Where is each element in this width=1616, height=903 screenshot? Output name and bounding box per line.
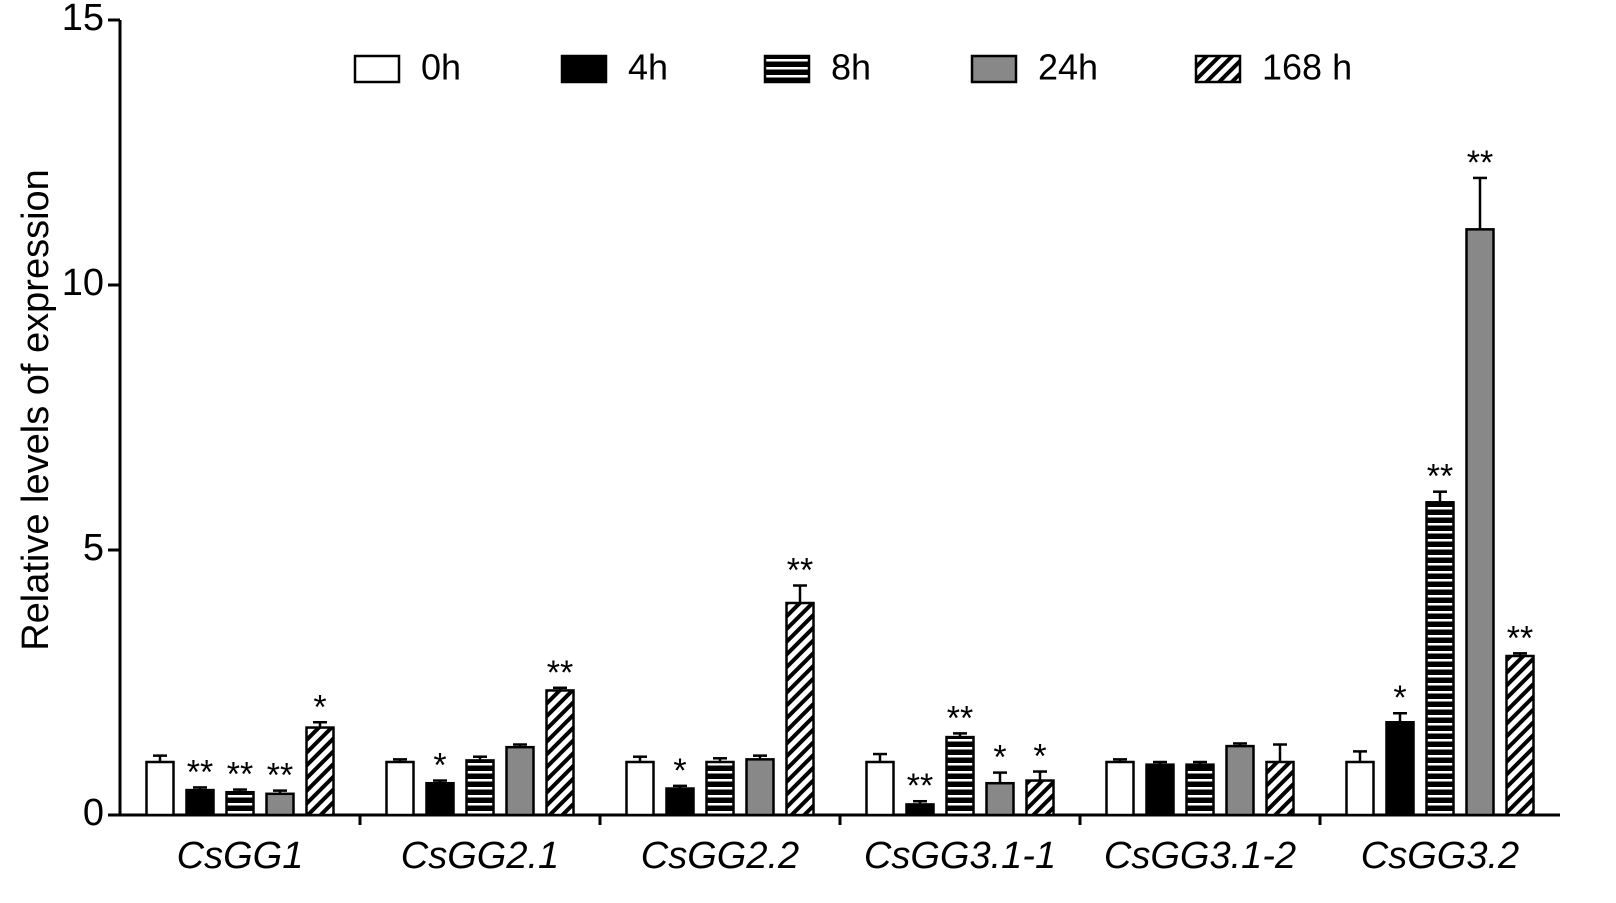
bar xyxy=(625,760,655,817)
significance-label: * xyxy=(1393,679,1406,717)
bar xyxy=(305,726,335,817)
bar xyxy=(425,781,455,817)
x-tick-label: CsGG3.1-2 xyxy=(1104,835,1296,877)
bar xyxy=(545,689,575,817)
bar xyxy=(265,792,295,817)
x-tick-label: CsGG1 xyxy=(177,835,304,877)
legend-swatch xyxy=(1194,54,1242,84)
significance-label: ** xyxy=(1507,619,1533,657)
y-tick-label: 5 xyxy=(83,527,104,569)
legend-label: 24h xyxy=(1038,47,1098,88)
y-tick-label: 0 xyxy=(83,792,104,834)
bar xyxy=(1265,760,1295,817)
legend-label: 168 h xyxy=(1262,47,1352,88)
bar xyxy=(1025,779,1055,817)
y-tick-label: 15 xyxy=(62,0,104,39)
legend-swatch xyxy=(763,54,811,84)
bar xyxy=(865,760,895,817)
bar xyxy=(1105,760,1135,817)
bar xyxy=(745,758,775,817)
significance-label: * xyxy=(1033,738,1046,776)
bar xyxy=(1345,760,1375,817)
significance-label: * xyxy=(673,752,686,790)
y-tick-label: 10 xyxy=(62,262,104,304)
legend-label: 8h xyxy=(831,47,871,88)
x-tick-label: CsGG3.1-1 xyxy=(864,835,1056,877)
significance-label: ** xyxy=(227,756,253,794)
y-axis-label: Relative levels of expression xyxy=(15,169,57,651)
significance-label: ** xyxy=(267,757,293,795)
bar xyxy=(465,759,495,817)
significance-label: ** xyxy=(1467,144,1493,182)
significance-label: * xyxy=(993,739,1006,777)
significance-label: ** xyxy=(907,767,933,805)
significance-label: ** xyxy=(1427,458,1453,496)
x-tick-label: CsGG2.2 xyxy=(641,835,799,877)
bar xyxy=(185,788,215,817)
bar xyxy=(905,803,935,817)
bar xyxy=(785,601,815,817)
significance-label: * xyxy=(433,747,446,785)
bar xyxy=(145,760,175,817)
significance-label: ** xyxy=(947,699,973,737)
bar xyxy=(505,745,535,817)
bar xyxy=(1505,654,1535,817)
bar xyxy=(1145,763,1175,817)
legend-swatch xyxy=(353,54,401,84)
bar xyxy=(225,790,255,817)
significance-label: ** xyxy=(547,654,573,692)
legend-label: 4h xyxy=(628,47,668,88)
significance-label: ** xyxy=(187,753,213,791)
legend-label: 0h xyxy=(421,47,461,88)
significance-label: * xyxy=(313,688,326,726)
legend-swatch xyxy=(970,54,1018,84)
bar xyxy=(705,760,735,817)
bar xyxy=(665,787,695,817)
bar xyxy=(1225,744,1255,817)
bar xyxy=(985,781,1015,817)
significance-label: ** xyxy=(787,552,813,590)
bar xyxy=(385,760,415,817)
bar xyxy=(1385,721,1415,817)
bar xyxy=(945,735,975,817)
bar xyxy=(1185,763,1215,817)
bar xyxy=(1425,501,1455,817)
x-tick-label: CsGG2.1 xyxy=(401,835,559,877)
legend-swatch xyxy=(560,54,608,84)
x-tick-label: CsGG3.2 xyxy=(1361,835,1519,877)
bar xyxy=(1465,228,1495,817)
